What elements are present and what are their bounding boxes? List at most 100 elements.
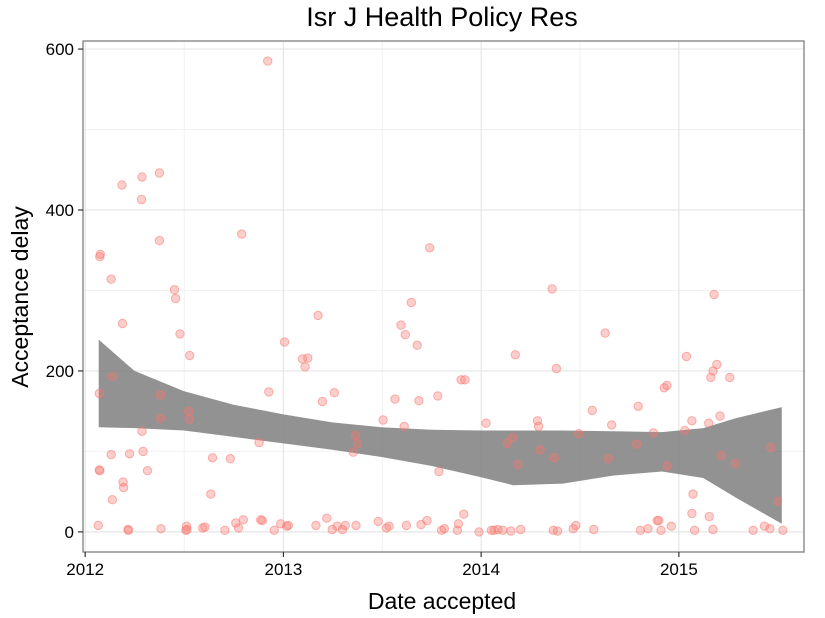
data-point <box>688 489 698 499</box>
data-point <box>412 340 422 350</box>
data-point <box>351 520 361 531</box>
chart-title: Isr J Health Policy Res <box>306 2 578 32</box>
data-point <box>687 508 697 519</box>
data-point <box>154 168 165 178</box>
data-point <box>401 520 412 531</box>
data-point <box>237 229 247 239</box>
data-point <box>547 284 557 294</box>
data-point <box>759 521 770 531</box>
data-point <box>453 519 464 529</box>
data-point <box>635 525 646 535</box>
data-point <box>474 527 484 537</box>
data-point <box>603 454 614 464</box>
confidence-band <box>98 339 782 524</box>
data-point <box>481 418 491 428</box>
data-point <box>137 172 147 182</box>
data-point <box>352 438 363 449</box>
data-point <box>257 515 267 526</box>
data-point <box>571 520 581 531</box>
data-point <box>378 415 388 425</box>
y-axis-title: Acceptance delay <box>7 206 33 388</box>
data-point <box>533 421 544 432</box>
data-point <box>600 328 610 338</box>
data-point <box>689 525 700 535</box>
data-point <box>269 525 279 535</box>
data-point <box>95 466 105 476</box>
data-point <box>117 318 128 329</box>
data-point <box>254 437 264 448</box>
data-point <box>300 362 310 372</box>
data-point <box>95 249 106 260</box>
data-point <box>574 429 584 439</box>
data-point <box>406 297 416 308</box>
data-point <box>327 524 337 535</box>
data-point <box>414 396 424 406</box>
data-point <box>220 525 230 535</box>
data-point <box>662 461 672 471</box>
data-point <box>399 421 409 432</box>
data-point <box>656 525 666 535</box>
data-point <box>506 526 516 536</box>
data-point <box>460 375 470 385</box>
data-point <box>283 520 293 531</box>
data-point <box>607 420 617 430</box>
x-tick-label: 2012 <box>66 560 104 579</box>
data-point <box>662 380 672 391</box>
data-point <box>715 411 725 421</box>
data-point <box>329 388 339 398</box>
y-tick-label: 200 <box>46 362 74 381</box>
data-point <box>433 391 443 401</box>
data-point <box>206 489 216 499</box>
data-point <box>183 406 194 416</box>
x-tick-label: 2013 <box>265 560 303 579</box>
data-point <box>400 330 410 340</box>
data-point <box>716 450 726 461</box>
data-point <box>123 525 134 535</box>
data-point <box>117 180 127 190</box>
data-point <box>502 438 512 449</box>
data-point <box>587 405 597 416</box>
data-point <box>510 350 520 360</box>
data-point <box>712 359 722 370</box>
data-point <box>778 525 788 535</box>
data-point <box>185 350 195 361</box>
data-point <box>708 524 718 535</box>
data-point <box>434 466 444 477</box>
data-point <box>648 428 659 438</box>
data-point <box>459 509 469 519</box>
data-point <box>340 520 350 531</box>
data-point <box>384 521 394 531</box>
data-point <box>118 482 129 493</box>
data-point <box>681 351 692 362</box>
data-point <box>654 515 664 526</box>
x-axis-title: Date accepted <box>368 588 516 614</box>
data-point <box>390 394 400 404</box>
data-point <box>238 515 249 525</box>
data-point <box>589 524 599 535</box>
data-point <box>155 413 166 424</box>
data-point <box>106 274 116 284</box>
data-point <box>535 445 545 455</box>
y-tick-label: 400 <box>46 201 74 220</box>
data-point <box>322 513 332 523</box>
data-point <box>552 526 563 536</box>
data-point <box>170 293 181 304</box>
data-point <box>425 243 435 253</box>
data-point <box>207 453 218 463</box>
data-point <box>422 515 432 526</box>
data-point <box>687 416 697 426</box>
data-point <box>704 418 714 428</box>
data-point <box>549 453 559 463</box>
x-tick-label: 2014 <box>462 560 500 579</box>
data-point <box>772 496 783 506</box>
data-point <box>765 524 775 534</box>
data-point <box>748 525 758 535</box>
data-point <box>156 524 166 534</box>
data-point <box>311 520 321 531</box>
data-point <box>348 447 358 457</box>
y-tick-label: 600 <box>46 40 74 59</box>
data-point <box>124 449 135 459</box>
data-point <box>439 524 449 534</box>
data-point <box>704 511 714 522</box>
data-point <box>225 454 236 464</box>
